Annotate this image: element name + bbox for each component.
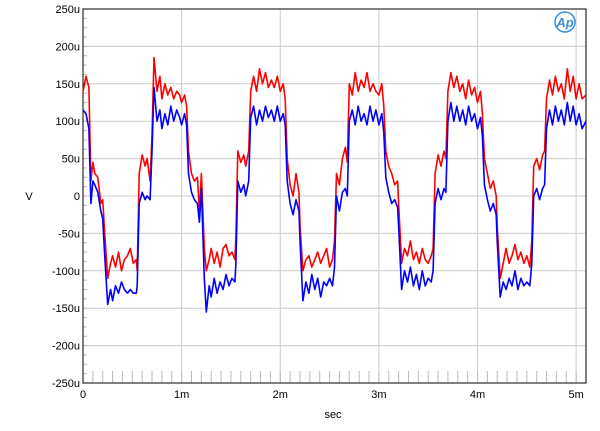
y-tick-label: 200u — [56, 41, 80, 53]
y-tick-label: 150u — [56, 79, 80, 91]
y-tick-label: 50u — [62, 154, 80, 166]
y-tick-label: 250u — [56, 4, 80, 16]
y-axis-label: V — [25, 191, 33, 203]
x-tick-label: 4m — [470, 389, 485, 401]
ap-logo: Ap — [554, 11, 576, 33]
series-group — [82, 56, 587, 313]
series-line-1 — [82, 86, 587, 313]
x-tick-label: 2m — [273, 389, 288, 401]
y-tick-label: -150u — [52, 303, 80, 315]
ap-logo-ring — [554, 11, 576, 33]
x-tick-label: 5m — [568, 389, 583, 401]
ap-logo-text: Ap — [555, 15, 573, 30]
x-tick-labels: 0 1m 2m 3m 4m 5m — [80, 389, 584, 401]
x-axis-label: sec — [324, 409, 342, 421]
y-tick-label: -100u — [52, 266, 80, 278]
x-tick-label: 0 — [80, 389, 86, 401]
x-tick-label: 3m — [371, 389, 386, 401]
y-tick-label: 100u — [56, 116, 80, 128]
y-tick-label: -200u — [52, 341, 80, 353]
y-tick-labels: 250u 200u 150u 100u 50u 0 -50u -100u -150u -200u -… — [52, 4, 80, 390]
y-tick-label: -250u — [52, 378, 80, 390]
x-tick-label: 1m — [174, 389, 189, 401]
plot-frame — [82, 8, 587, 384]
minor-ticks — [83, 17, 577, 383]
y-tick-label: 0 — [74, 191, 80, 203]
y-tick-label: -50u — [58, 228, 80, 240]
